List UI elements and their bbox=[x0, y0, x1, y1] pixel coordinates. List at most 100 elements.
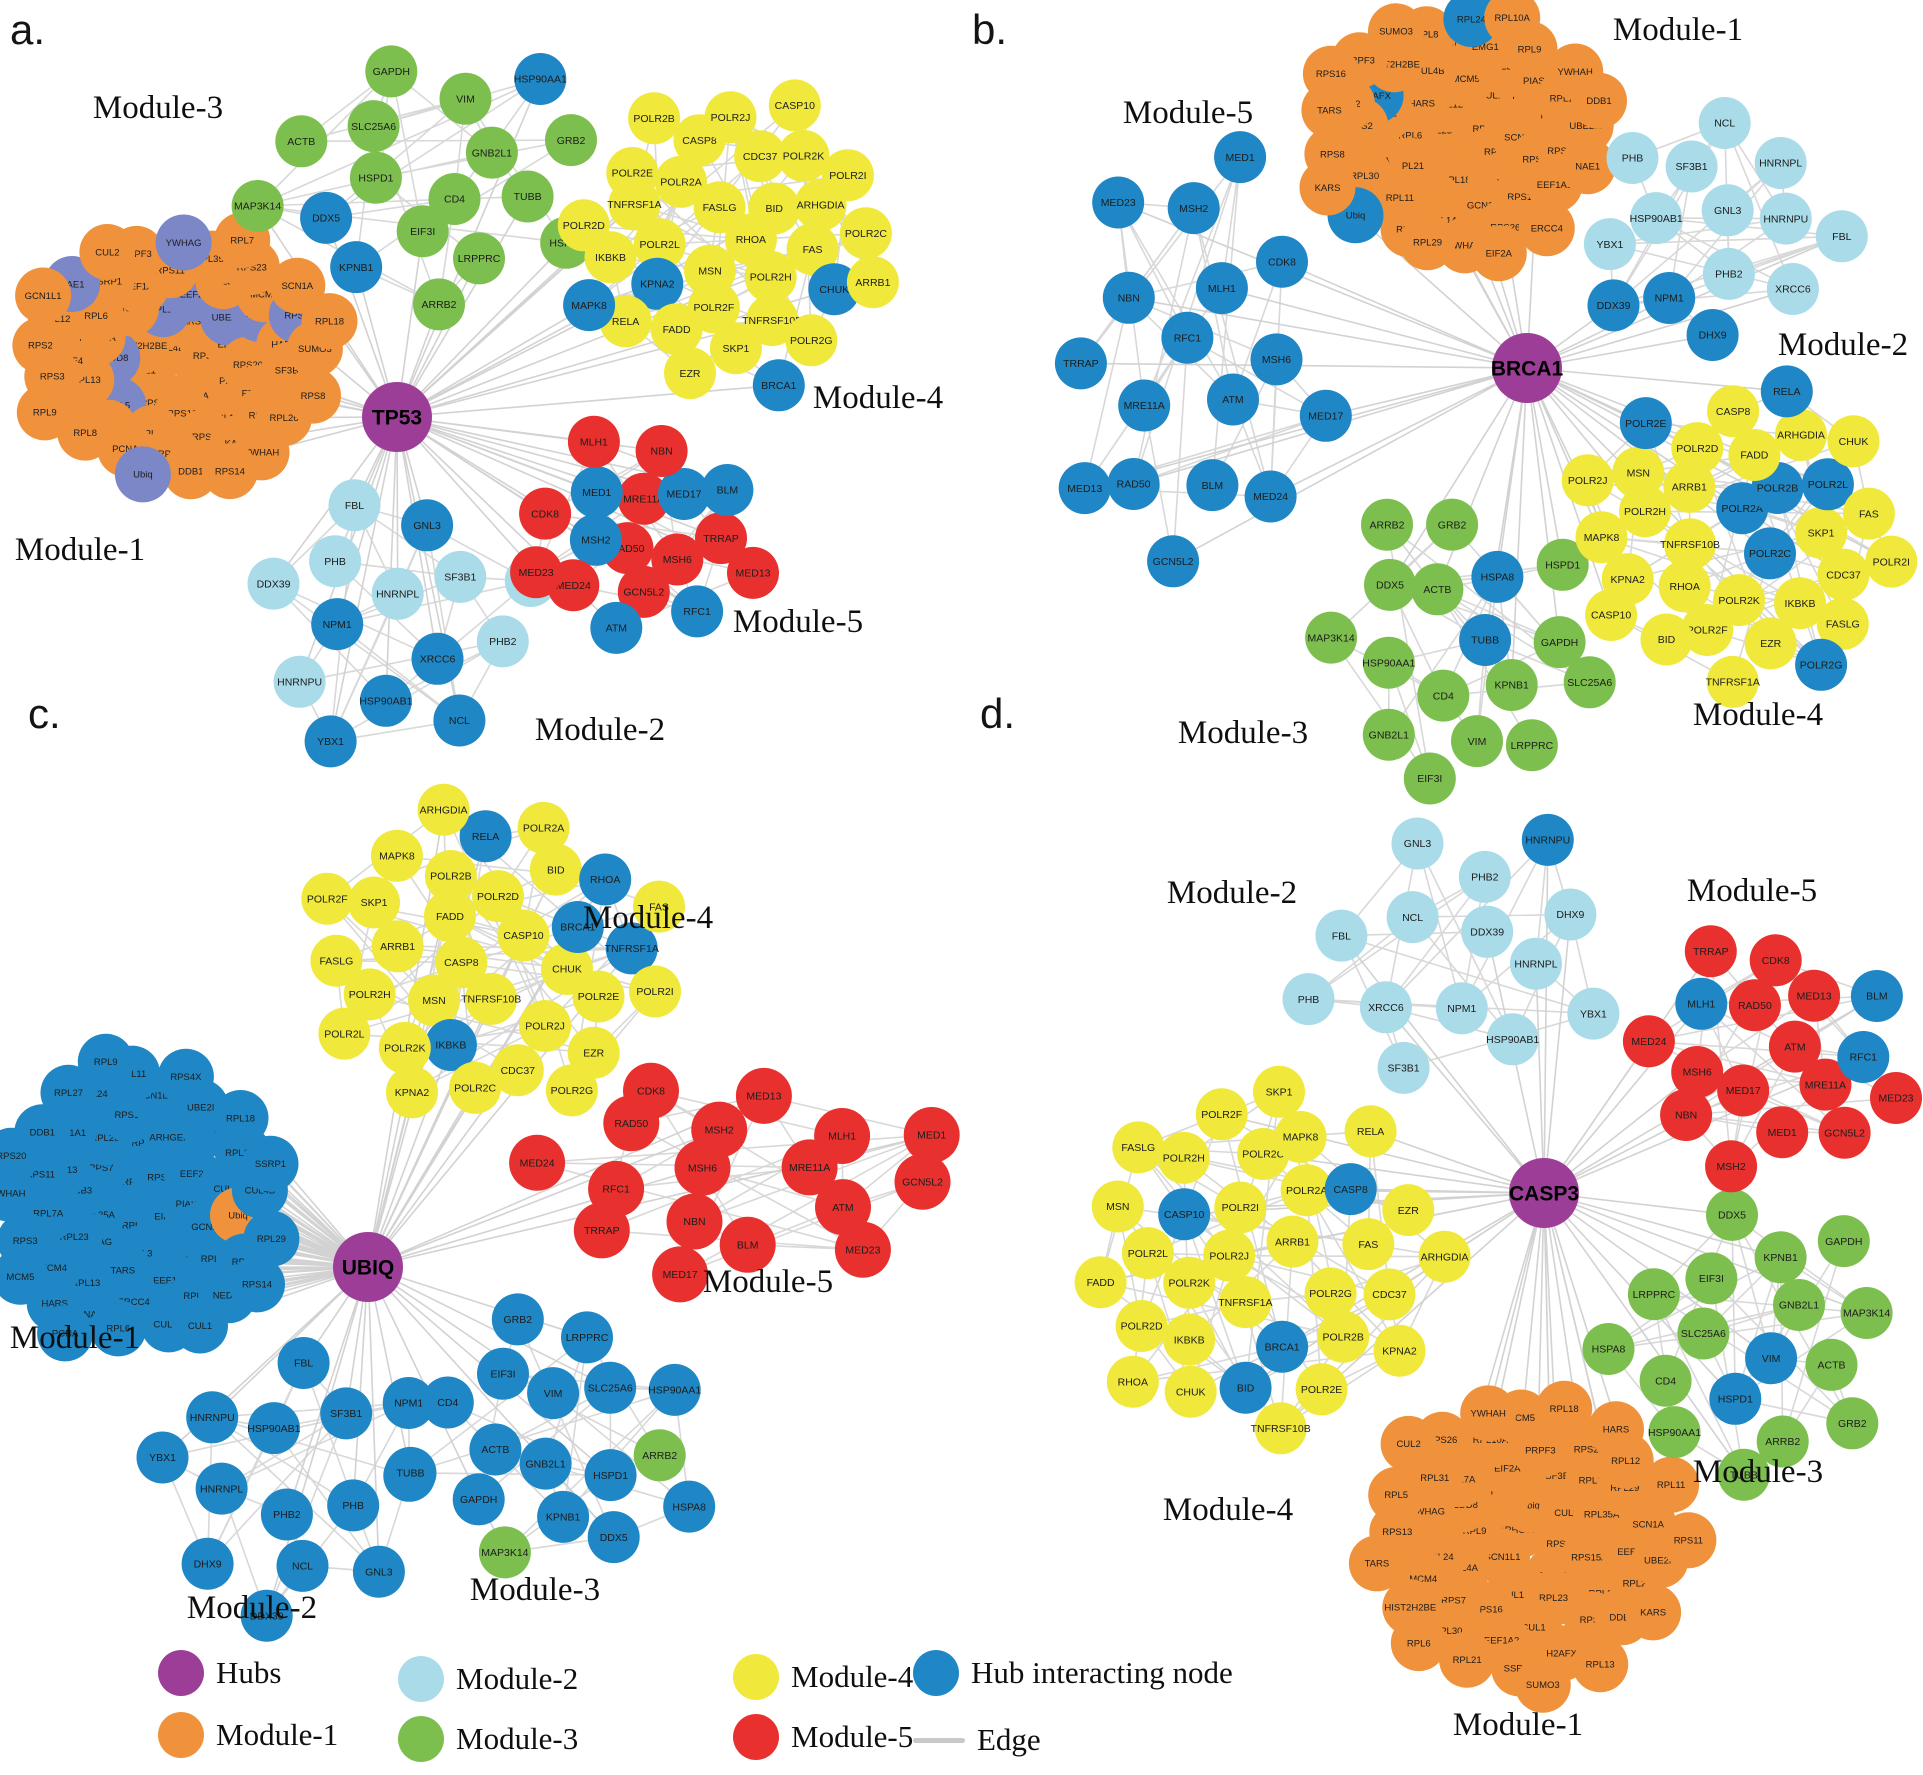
node-polr2b[interactable]: POLR2B bbox=[628, 92, 681, 145]
node-med24[interactable]: MED24 bbox=[1622, 1015, 1675, 1068]
node-sf3b1[interactable]: SF3B1 bbox=[434, 550, 487, 603]
node-ddx39[interactable]: DDX39 bbox=[1461, 905, 1514, 958]
node-ssrp1[interactable]: SSRP1 bbox=[242, 1135, 299, 1192]
node-mapk8[interactable]: MAPK8 bbox=[563, 279, 616, 332]
node-grb2[interactable]: GRB2 bbox=[491, 1293, 544, 1346]
node-fbl[interactable]: FBL bbox=[328, 479, 381, 532]
node-rps11[interactable]: RPS11 bbox=[1660, 1512, 1717, 1569]
node-hspa8[interactable]: HSPA8 bbox=[1471, 550, 1524, 603]
node-ncl[interactable]: NCL bbox=[1386, 891, 1439, 944]
node-vim[interactable]: VIM bbox=[1745, 1332, 1798, 1385]
node-hnrnpl[interactable]: HNRNPL bbox=[371, 567, 424, 620]
node-grb2[interactable]: GRB2 bbox=[1426, 498, 1479, 551]
node-arrb1[interactable]: ARRB1 bbox=[371, 920, 424, 973]
node-rps14[interactable]: RPS14 bbox=[229, 1256, 285, 1313]
node-polr2e[interactable]: POLR2E bbox=[572, 970, 625, 1023]
node-gnl3[interactable]: GNL3 bbox=[401, 499, 454, 552]
node-mre11a[interactable]: MRE11A bbox=[1118, 379, 1171, 432]
node-polr2i[interactable]: POLR2I bbox=[821, 149, 874, 202]
node-ddx5[interactable]: DDX5 bbox=[1364, 558, 1416, 611]
node-skp1[interactable]: SKP1 bbox=[348, 876, 400, 929]
node-arhgdia[interactable]: ARHGDIA bbox=[417, 783, 470, 836]
node-med17[interactable]: MED17 bbox=[1299, 389, 1352, 442]
node-dhx9[interactable]: DHX9 bbox=[1544, 888, 1597, 941]
node-hspd1[interactable]: HSPD1 bbox=[1709, 1372, 1762, 1425]
node-fbl[interactable]: FBL bbox=[277, 1337, 330, 1389]
node-brca1[interactable]: BRCA1 bbox=[1256, 1320, 1309, 1373]
node-hars[interactable]: HARS bbox=[1588, 1401, 1644, 1458]
node-rpl9[interactable]: RPL9 bbox=[16, 384, 73, 441]
node-polr2l[interactable]: POLR2L bbox=[1121, 1227, 1174, 1280]
node-med1[interactable]: MED1 bbox=[1214, 131, 1267, 184]
node-map3k14[interactable]: MAP3K14 bbox=[1305, 611, 1358, 664]
node-ddx5[interactable]: DDX5 bbox=[1706, 1188, 1758, 1241]
node-vim[interactable]: VIM bbox=[527, 1367, 580, 1420]
node-grb2[interactable]: GRB2 bbox=[1826, 1397, 1879, 1450]
node-polr2d[interactable]: POLR2D bbox=[557, 199, 610, 252]
node-ikbkb[interactable]: IKBKB bbox=[1163, 1313, 1216, 1366]
node-polr2g[interactable]: POLR2G bbox=[1795, 638, 1848, 691]
node-ncl[interactable]: NCL bbox=[276, 1539, 329, 1592]
node-vim[interactable]: VIM bbox=[439, 72, 492, 125]
node-blm[interactable]: BLM bbox=[1186, 459, 1239, 512]
node-mlh1[interactable]: MLH1 bbox=[567, 415, 620, 468]
node-rpl9[interactable]: RPL9 bbox=[77, 1033, 134, 1090]
node-mapk8[interactable]: MAPK8 bbox=[1575, 511, 1628, 564]
node-polr2e[interactable]: POLR2E bbox=[1295, 1363, 1348, 1416]
node-sf3b1[interactable]: SF3B1 bbox=[320, 1387, 373, 1440]
node-trrap[interactable]: TRRAP bbox=[1054, 337, 1107, 390]
node-polr2d[interactable]: POLR2D bbox=[1115, 1300, 1168, 1352]
node-hnrnpl[interactable]: HNRNPL bbox=[1754, 137, 1807, 189]
node-gnb2l1[interactable]: GNB2L1 bbox=[1362, 708, 1415, 761]
node-msh2[interactable]: MSH2 bbox=[1167, 182, 1220, 235]
node-grb2[interactable]: GRB2 bbox=[545, 114, 597, 167]
node-cdk8[interactable]: CDK8 bbox=[519, 487, 572, 540]
node-faslg[interactable]: FASLG bbox=[310, 934, 363, 987]
node-polr2j[interactable]: POLR2J bbox=[519, 1000, 572, 1052]
node-med13[interactable]: MED13 bbox=[1058, 462, 1111, 515]
node-map3k14[interactable]: MAP3K14 bbox=[231, 180, 284, 232]
node-polr2j[interactable]: POLR2J bbox=[1561, 454, 1614, 507]
node-gnb2l1[interactable]: GNB2L1 bbox=[465, 126, 518, 179]
node-cd4[interactable]: CD4 bbox=[421, 1376, 474, 1429]
node-rpl13[interactable]: RPL13 bbox=[1572, 1636, 1629, 1693]
node-gnl3[interactable]: GNL3 bbox=[1391, 817, 1444, 870]
node-sumo3[interactable]: SUMO3 bbox=[1514, 1656, 1571, 1713]
node-ddb1[interactable]: DDB1 bbox=[1571, 72, 1627, 129]
node-polr2g[interactable]: POLR2G bbox=[785, 314, 838, 367]
node-hspa8[interactable]: HSPA8 bbox=[1582, 1323, 1635, 1375]
node-rpl21[interactable]: RPL21 bbox=[1439, 1631, 1496, 1688]
node-ezr[interactable]: EZR bbox=[664, 347, 716, 400]
node-chuk[interactable]: CHUK bbox=[1164, 1365, 1217, 1418]
node-ybx1[interactable]: YBX1 bbox=[304, 715, 357, 768]
node-rps14[interactable]: RPS14 bbox=[201, 443, 258, 500]
node-ubiq[interactable]: Ubiq bbox=[114, 446, 171, 503]
node-kpna2[interactable]: KPNA2 bbox=[386, 1066, 438, 1119]
node-ybx1[interactable]: YBX1 bbox=[1567, 987, 1620, 1040]
node-mlh1[interactable]: MLH1 bbox=[1675, 977, 1728, 1030]
node-hsp90ab1[interactable]: HSP90AB1 bbox=[1630, 192, 1683, 245]
node-eif3i[interactable]: EIF3I bbox=[1685, 1252, 1738, 1305]
node-fadd[interactable]: FADD bbox=[1074, 1256, 1127, 1309]
node-cd4[interactable]: CD4 bbox=[1639, 1354, 1692, 1407]
node-atm[interactable]: ATM bbox=[590, 601, 643, 654]
node-lrpprc[interactable]: LRPPRC bbox=[561, 1311, 613, 1364]
node-gapdh[interactable]: GAPDH bbox=[365, 45, 418, 98]
node-ddx39[interactable]: DDX39 bbox=[247, 557, 300, 610]
node-ybx1[interactable]: YBX1 bbox=[1583, 218, 1636, 271]
node-kars[interactable]: KARS bbox=[1299, 159, 1356, 216]
node-hspd1[interactable]: HSPD1 bbox=[584, 1449, 637, 1502]
node-gapdh[interactable]: GAPDH bbox=[1817, 1215, 1870, 1268]
node-cul2[interactable]: CUL2 bbox=[1380, 1415, 1437, 1472]
node-med24[interactable]: MED24 bbox=[509, 1134, 566, 1191]
node-polr2f[interactable]: POLR2F bbox=[301, 872, 354, 925]
node-npm1[interactable]: NPM1 bbox=[1435, 982, 1488, 1035]
node-eif3i[interactable]: EIF3I bbox=[477, 1347, 529, 1400]
node-arhgdia[interactable]: ARHGDIA bbox=[1418, 1230, 1471, 1283]
node-dhx9[interactable]: DHX9 bbox=[1686, 309, 1739, 361]
node-nae1[interactable]: NAE1 bbox=[1559, 138, 1616, 195]
node-gnb2l1[interactable]: GNB2L1 bbox=[1773, 1279, 1825, 1331]
node-msh2[interactable]: MSH2 bbox=[569, 513, 622, 566]
node-sf3b1[interactable]: SF3B1 bbox=[1665, 140, 1718, 193]
node-blm[interactable]: BLM bbox=[701, 464, 754, 516]
